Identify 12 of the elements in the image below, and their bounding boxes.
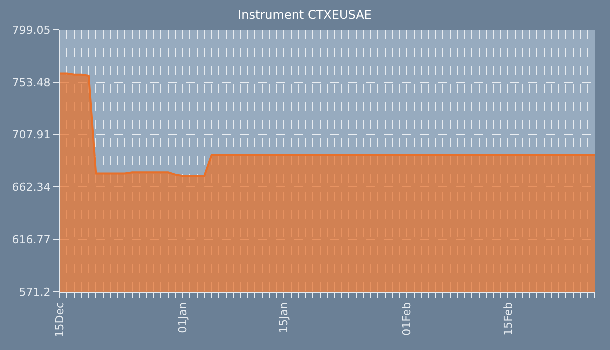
chart-title: Instrument CTXEUSAE — [238, 8, 372, 22]
x-tick-label: 15Jan — [278, 302, 291, 334]
x-tick-label: 01Feb — [400, 302, 414, 336]
y-tick-label: 707.91 — [12, 128, 51, 142]
y-tick-label: 616.77 — [12, 233, 51, 246]
x-tick-label: 01Jan — [176, 302, 190, 334]
y-tick-label: 753.48 — [12, 76, 51, 90]
y-tick-label: 571.2 — [19, 286, 51, 299]
y-tick-label: 662.34 — [12, 181, 51, 194]
x-tick-label: 15Feb — [502, 302, 515, 336]
x-tick-label: 15Dec — [54, 302, 67, 338]
y-tick-label: 799.05 — [12, 24, 51, 37]
